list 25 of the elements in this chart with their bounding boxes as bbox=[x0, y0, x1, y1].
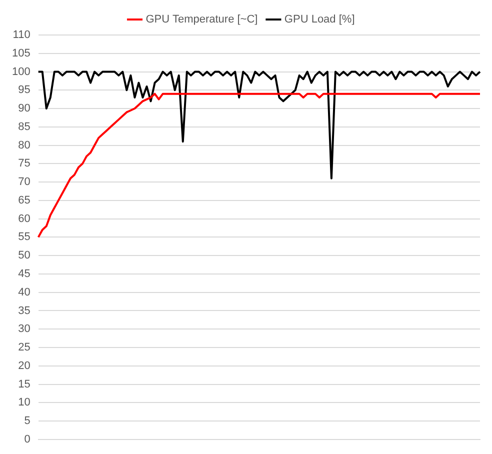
y-tick-label: 60 bbox=[18, 212, 30, 225]
y-tick-label: 5 bbox=[24, 415, 30, 428]
y-tick-label: 70 bbox=[18, 176, 30, 188]
y-tick-label: 65 bbox=[18, 194, 30, 206]
y-tick-label: 20 bbox=[18, 360, 30, 372]
y-tick-label: 40 bbox=[18, 286, 30, 298]
y-tick-label: 110 bbox=[12, 29, 30, 42]
y-tick-label: 50 bbox=[18, 250, 30, 262]
y-tick-label: 100 bbox=[12, 66, 30, 78]
y-tick-label: 35 bbox=[18, 304, 30, 317]
y-tick-label: 80 bbox=[18, 139, 30, 152]
legend-label: GPU Load [%] bbox=[284, 14, 355, 26]
y-tick-label: 25 bbox=[18, 342, 30, 354]
y-tick-label: 15 bbox=[18, 378, 30, 390]
y-tick-label: 75 bbox=[18, 158, 30, 170]
y-tick-label: 30 bbox=[18, 323, 30, 336]
legend-label: GPU Temperature [~C] bbox=[146, 14, 258, 26]
y-tick-label: 55 bbox=[18, 231, 30, 244]
y-tick-label: 45 bbox=[18, 268, 30, 280]
y-tick-label: 95 bbox=[18, 84, 30, 96]
y-tick-label: 105 bbox=[12, 47, 30, 60]
y-tick-label: 0 bbox=[24, 433, 30, 446]
y-tick-label: 10 bbox=[18, 396, 30, 409]
y-tick-label: 90 bbox=[18, 102, 30, 115]
y-tick-label: 85 bbox=[18, 120, 30, 133]
